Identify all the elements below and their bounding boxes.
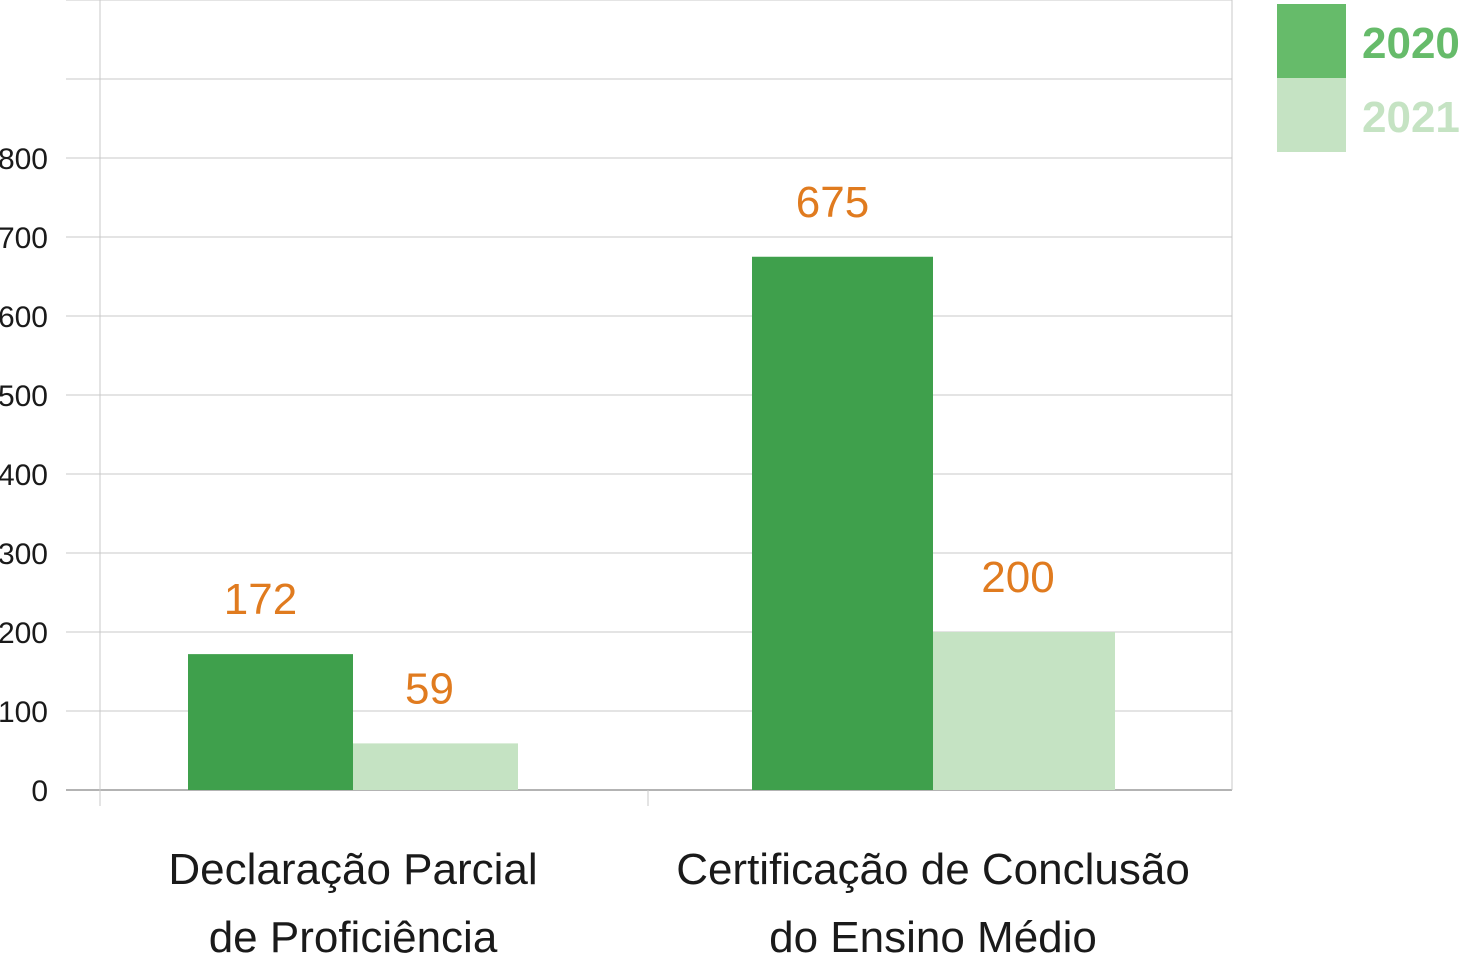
data-label: 675 (796, 178, 869, 227)
legend: 2020 2021 (1277, 4, 1460, 152)
bar-2021 (933, 632, 1115, 790)
legend-swatch-2021 (1277, 78, 1346, 152)
legend-label-2021: 2021 (1362, 93, 1460, 142)
y-tick-label: 200 (0, 617, 48, 650)
data-label: 200 (981, 553, 1054, 602)
bar-2020 (188, 654, 353, 790)
category-labels: Declaração Parcial de Proficiência Certifi… (168, 845, 1189, 956)
category-label: Certificação de Conclusão (676, 845, 1190, 894)
legend-swatch-2020 (1277, 4, 1346, 78)
legend-label-2020: 2020 (1362, 19, 1460, 68)
y-tick-label: 700 (0, 222, 48, 255)
y-tick-label: 800 (0, 143, 48, 176)
category-label: do Ensino Médio (769, 913, 1097, 956)
y-tick-label: 300 (0, 538, 48, 571)
y-tick-label: 400 (0, 459, 48, 492)
bar-2021 (353, 743, 518, 790)
data-label: 172 (224, 575, 297, 624)
y-tick-label: 600 (0, 301, 48, 334)
y-tick-label: 0 (31, 775, 48, 808)
bar-2020 (752, 256, 933, 790)
bars (188, 256, 1115, 790)
y-tick-label: 100 (0, 696, 48, 729)
category-label: Declaração Parcial (168, 845, 537, 894)
value-labels: 172 59 675 200 (224, 178, 1055, 714)
category-label: de Proficiência (209, 913, 498, 956)
y-tick-label: 500 (0, 380, 48, 413)
data-label: 59 (405, 664, 454, 713)
y-axis-ticks: 0 100 200 300 400 500 600 700 800 (0, 143, 48, 808)
